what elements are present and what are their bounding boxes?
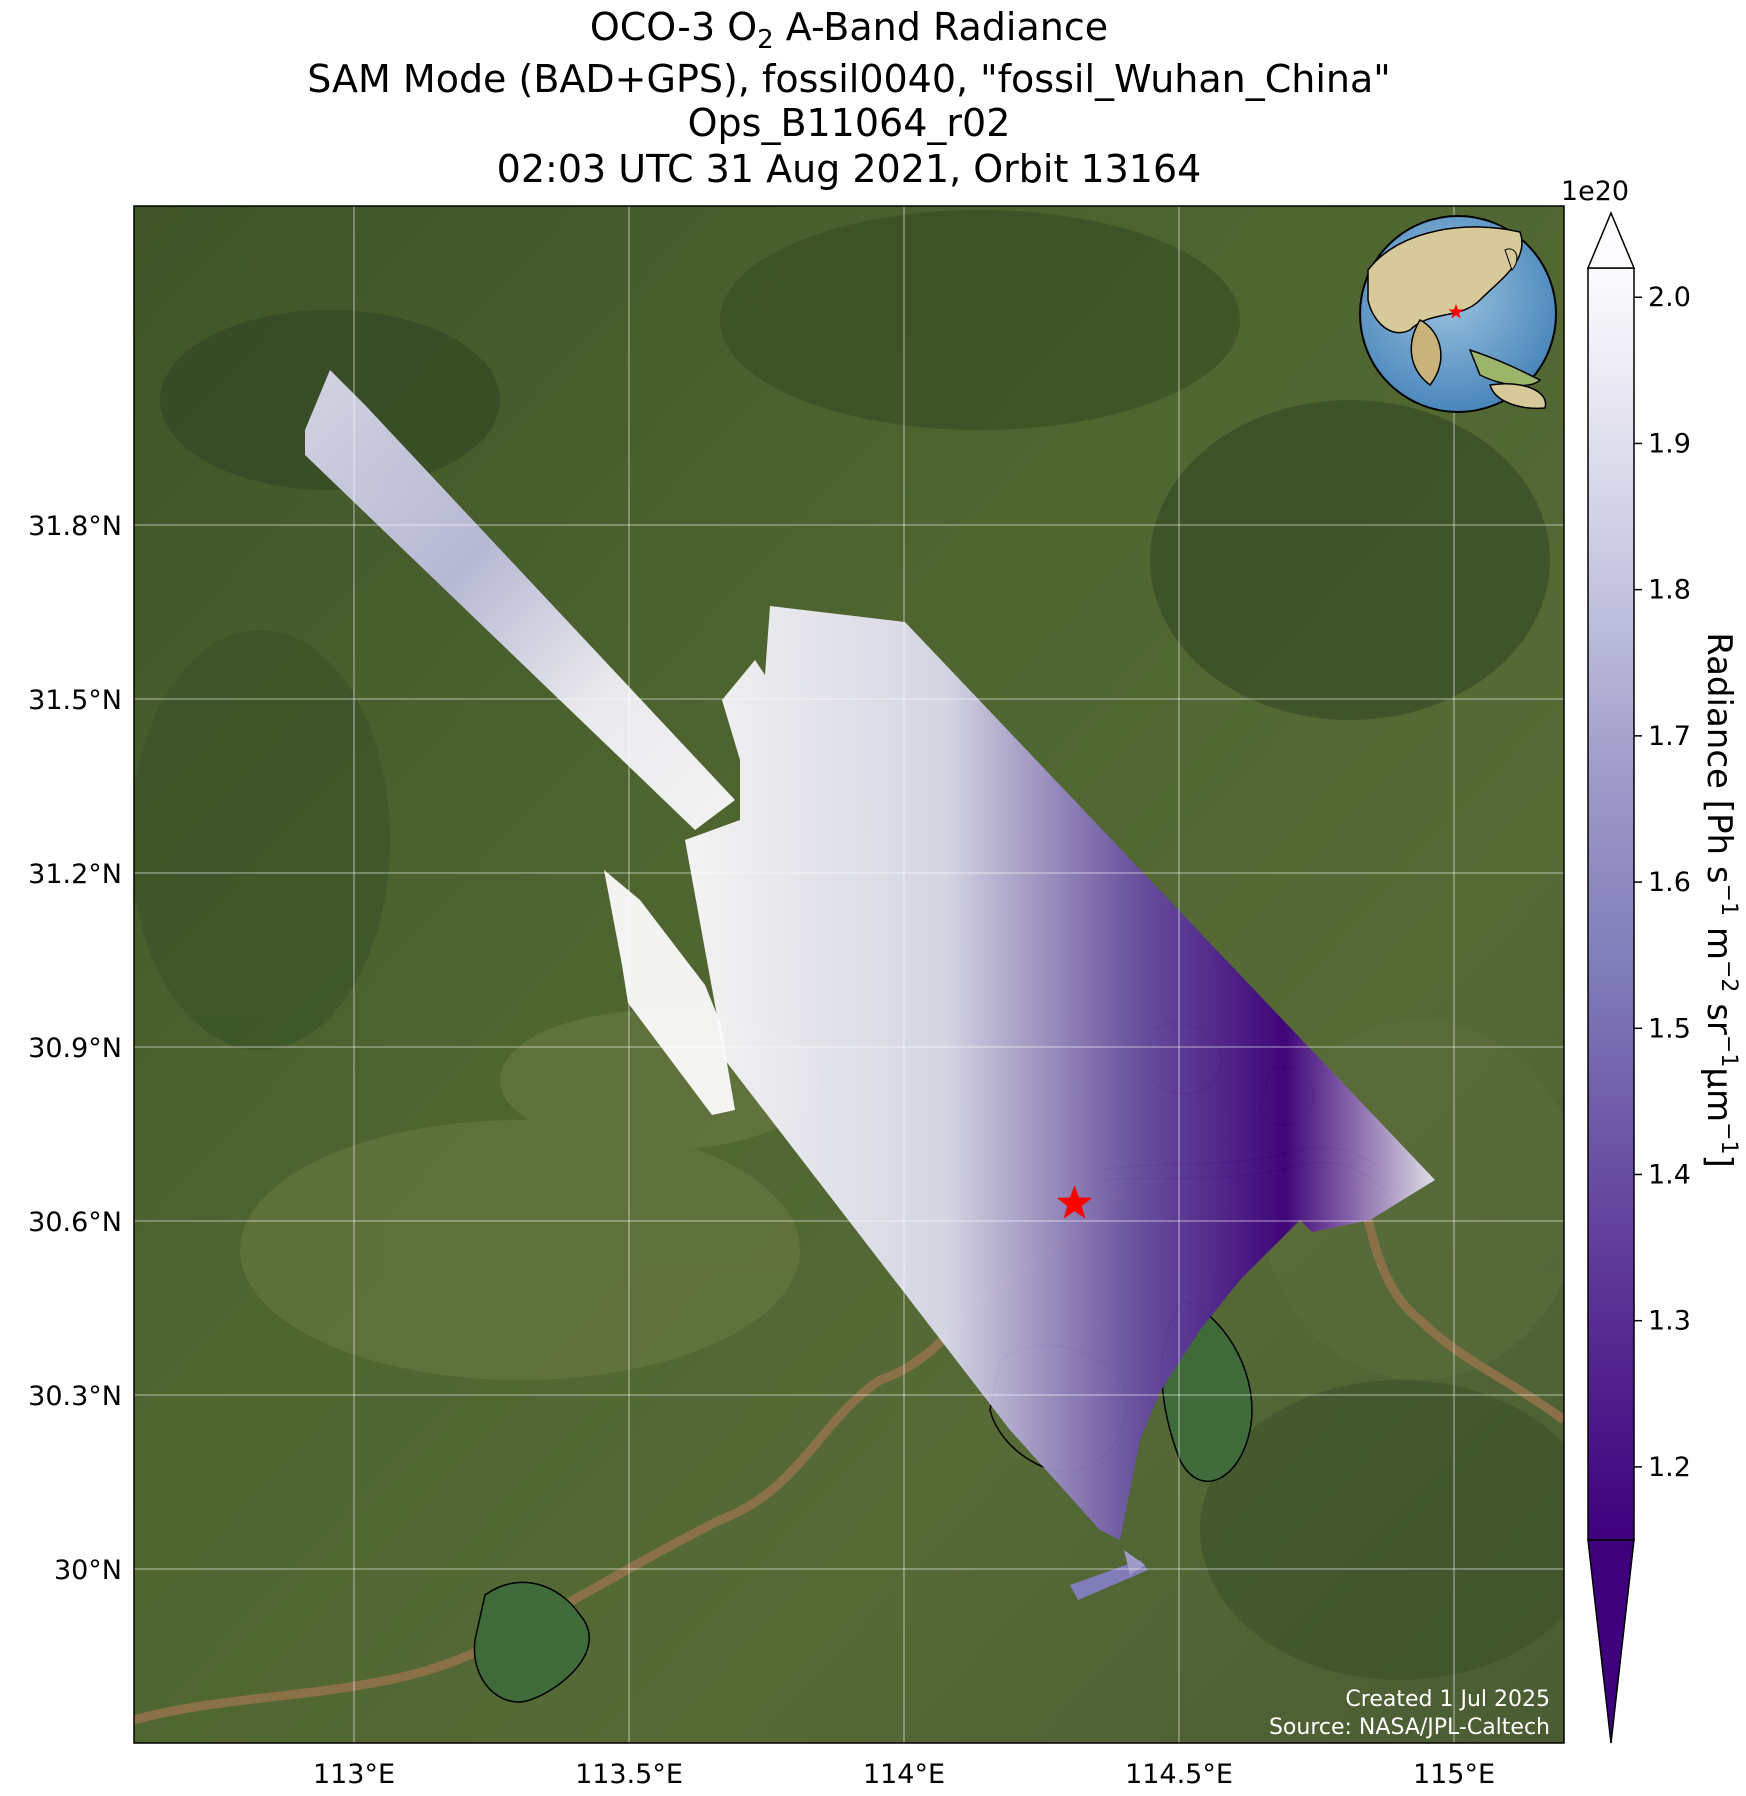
colorbar-ticks: 1.2 1.3 1.4 1.5 1.6 1.7 1.8 1.9 2.0: [1634, 282, 1691, 1483]
target-star-marker: [1056, 1185, 1093, 1219]
lat-tick-label: 31.5°N: [28, 685, 122, 716]
globe-landmass-india: [1410, 319, 1442, 387]
gridlines: [134, 206, 1564, 1743]
colorbar-tick-label: 1.6: [1648, 867, 1691, 898]
colorbar-tick-label: 1.5: [1648, 1013, 1691, 1044]
lat-tick-labels: 30°N 30.3°N 30.6°N 30.9°N 31.2°N 31.5°N 31.8°N: [28, 511, 122, 1586]
colorbar: 1e20 1.2 1.3 1.4 1.5 1.6 1.7 1.8 1.9 2.0 Radianc…: [1561, 176, 1741, 1744]
credit-source: Source: NASA/JPL-Caltech: [1269, 1715, 1550, 1740]
swath-strip-northwest: [305, 370, 735, 830]
swath-south-fragment: [1070, 1560, 1148, 1600]
colorbar-tick-label: 1.8: [1648, 575, 1691, 606]
globe-landmass-australia: [1489, 383, 1547, 410]
map-frame: [133, 205, 1565, 1744]
lon-tick-labels: 113°E 113.5°E 114°E 114.5°E 115°E: [313, 1759, 1495, 1790]
lon-tick-label: 115°E: [1413, 1759, 1495, 1790]
lat-tick-label: 30.3°N: [28, 1381, 122, 1412]
colorbar-tick-label: 1.4: [1648, 1159, 1691, 1190]
swath-west-fragment: [604, 870, 735, 1115]
globe-landmass-asia: [1367, 226, 1523, 334]
lon-tick-label: 113°E: [313, 1759, 395, 1790]
inset-globe: [1359, 215, 1557, 413]
colorbar-tick-label: 2.0: [1648, 282, 1691, 313]
colorbar-tick-label: 1.9: [1648, 428, 1691, 459]
colorbar-tick-label: 1.2: [1648, 1452, 1691, 1483]
globe-landmass-japan: [1504, 248, 1518, 271]
globe-target-star: [1448, 304, 1464, 319]
lat-tick-label: 30.9°N: [28, 1033, 122, 1064]
lat-tick-label: 30°N: [54, 1555, 122, 1586]
lat-tick-label: 30.6°N: [28, 1207, 122, 1238]
lake-outline: [473, 1581, 590, 1703]
colorbar-multiplier: 1e20: [1561, 176, 1629, 207]
colorbar-extend-high: [1586, 211, 1636, 269]
globe-landmass-seasia: [1468, 348, 1542, 387]
colorbar-tick-label: 1.3: [1648, 1306, 1691, 1337]
map-panel: Created 1 Jul 2025 Source: NASA/JPL-Calt…: [28, 205, 1565, 1790]
colorbar-tick-label: 1.7: [1648, 721, 1691, 752]
colorbar-extend-low: [1587, 1539, 1635, 1744]
lat-tick-label: 31.8°N: [28, 511, 122, 542]
figure-title: OCO-3 O2 A-Band Radiance SAM Mode (BAD+G…: [307, 5, 1391, 191]
colorbar-body: [1587, 267, 1635, 1541]
lon-tick-label: 113.5°E: [575, 1759, 683, 1790]
lat-tick-label: 31.2°N: [28, 859, 122, 890]
lon-tick-label: 114°E: [863, 1759, 945, 1790]
lon-tick-label: 114.5°E: [1125, 1759, 1233, 1790]
radiance-swaths: [305, 370, 1435, 1600]
title-line-1: OCO-3 O2 A-Band Radiance: [590, 5, 1108, 55]
colorbar-label: Radiance [Ph s−1 m−2 sr−1μm−1]: [1699, 632, 1741, 1168]
title-line-2: SAM Mode (BAD+GPS), fossil0040, "fossil_…: [307, 57, 1391, 101]
credit-created: Created 1 Jul 2025: [1345, 1687, 1550, 1712]
title-line-3: Ops_B11064_r02: [688, 101, 1011, 145]
swath-main: [685, 606, 1435, 1540]
river-east: [1355, 1179, 1564, 1424]
title-line-4: 02:03 UTC 31 Aug 2021, Orbit 13164: [497, 147, 1202, 191]
